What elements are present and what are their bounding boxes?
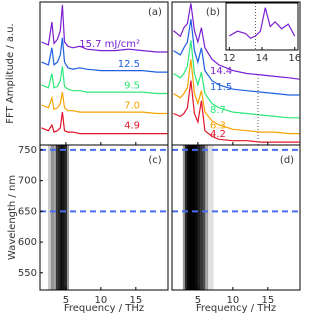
x-tick-label: 14 — [256, 53, 269, 64]
spectrum-line — [41, 112, 168, 135]
spectrum-line — [173, 19, 300, 96]
y-tick-label: 700 — [18, 176, 37, 187]
y-tick-label: 600 — [18, 237, 37, 248]
heatmap-stripe — [201, 145, 209, 290]
heatmap-stripe — [62, 145, 70, 290]
heatmap-stripe — [48, 145, 55, 290]
spectrum-line — [173, 80, 300, 143]
x-axis-label: Frequency / THz — [196, 303, 276, 314]
y-tick-label: 750 — [18, 145, 37, 156]
series-label: 12.5 — [118, 59, 140, 70]
x-tick-label: 5 — [195, 295, 201, 306]
spectrum-line — [41, 37, 168, 73]
spectrum-line — [173, 3, 300, 80]
x-tick-label: 15 — [129, 295, 142, 306]
series-label: 4.9 — [124, 121, 140, 132]
series-label: 14.4 — [210, 66, 232, 77]
series-label: 8.7 — [210, 105, 226, 116]
spectrum-line — [173, 59, 300, 135]
heatmap-stripe — [60, 145, 67, 290]
spectrum-line — [229, 7, 296, 40]
series-label: 6.3 — [210, 121, 226, 132]
panel-label: (a) — [148, 7, 162, 18]
spectrum-line — [41, 4, 168, 53]
series-label: 9.5 — [124, 81, 140, 92]
spectrum-line — [41, 91, 168, 115]
series-label: 7.0 — [124, 101, 140, 112]
x-tick-label: 10 — [226, 295, 239, 306]
heatmap-stripe — [50, 145, 58, 290]
series-label: 11.5 — [210, 82, 232, 93]
frame — [39, 144, 169, 291]
y-axis-label: FFT Amplitude / a.u. — [5, 23, 16, 123]
panel-label: (c) — [148, 155, 161, 166]
spectrum-line — [173, 40, 300, 119]
heatmap-stripe — [55, 145, 63, 290]
y-axis-label: Wavelength / nm — [7, 175, 18, 260]
x-tick-label: 16 — [288, 53, 301, 64]
y-tick-label: 550 — [18, 268, 37, 279]
x-tick-label: 12 — [223, 53, 236, 64]
heatmap-stripe — [207, 145, 214, 290]
heatmap-stripe — [193, 145, 200, 290]
inset-box — [226, 3, 298, 50]
heatmap-stripe — [198, 145, 206, 290]
x-tick-label: 15 — [261, 295, 274, 306]
x-tick-label: 10 — [94, 295, 107, 306]
panel-label: (b) — [206, 7, 220, 18]
panel-label: (d) — [280, 155, 294, 166]
x-tick-label: 5 — [63, 295, 69, 306]
figure: 15.7 mJ/cm² 12.5 9.5 7.0 4.9 (a) FFT Amplitude… — [5, 1, 301, 314]
series-label: 15.7 mJ/cm² — [79, 39, 140, 50]
spectrum-line — [41, 66, 168, 95]
frame — [39, 1, 169, 146]
x-axis-label: Frequency / THz — [64, 303, 144, 314]
series-label: 4.2 — [210, 129, 226, 140]
y-tick-label: 650 — [18, 206, 37, 217]
frame — [171, 144, 301, 291]
